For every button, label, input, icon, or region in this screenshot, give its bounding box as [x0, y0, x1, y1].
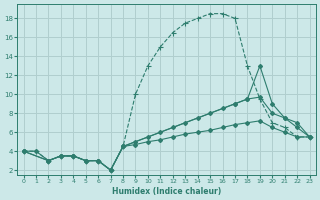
X-axis label: Humidex (Indice chaleur): Humidex (Indice chaleur)	[112, 187, 221, 196]
